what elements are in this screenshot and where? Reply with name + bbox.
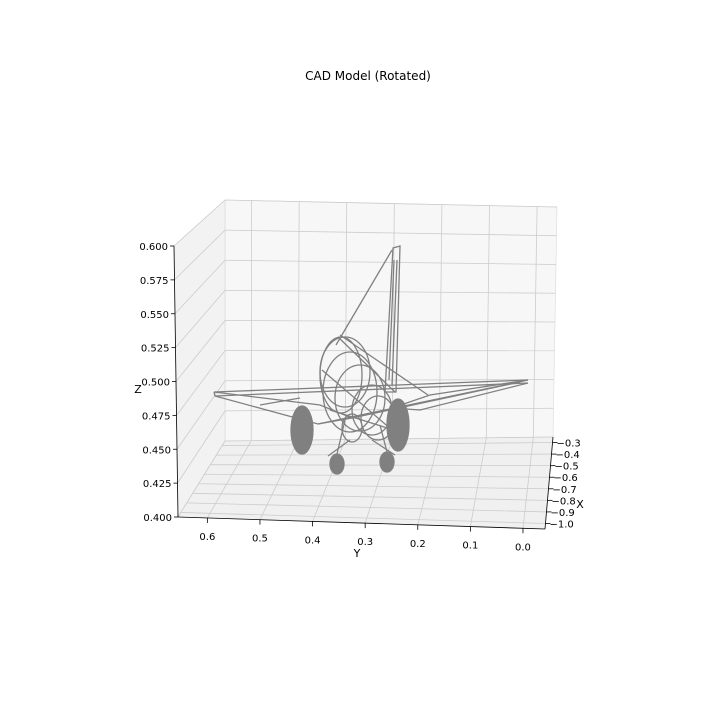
y-tick-label: 0.0 bbox=[515, 542, 531, 553]
wing-brace bbox=[351, 381, 521, 419]
z-grid-line bbox=[174, 229, 226, 281]
y-grid-line bbox=[532, 206, 538, 438]
z-grid-line bbox=[177, 410, 226, 484]
x-axis-label: X bbox=[576, 498, 584, 511]
x-grid-line bbox=[222, 442, 553, 446]
y-grid-line bbox=[297, 201, 300, 441]
gear-strut bbox=[371, 439, 396, 456]
z-grid-line bbox=[224, 229, 557, 237]
y-grid-line bbox=[469, 437, 487, 527]
engine-pylon bbox=[341, 413, 363, 443]
y-grid-line bbox=[207, 440, 252, 519]
z-tick-label: 0.425 bbox=[143, 479, 172, 490]
z-grid-line bbox=[177, 440, 226, 518]
z-grid-line bbox=[224, 320, 556, 323]
fuselage-stringer bbox=[335, 249, 393, 346]
y-grid-line bbox=[485, 205, 490, 438]
x-grid-line bbox=[204, 473, 550, 478]
z-tick-label: 0.525 bbox=[141, 344, 170, 355]
x-grid-line bbox=[192, 492, 548, 501]
z-tick-label: 0.475 bbox=[142, 411, 171, 422]
z-tick-label: 0.400 bbox=[143, 513, 172, 524]
z-grid-line bbox=[176, 350, 226, 416]
x-tick-labels: −1.0−0.9−0.8−0.7−0.6−0.5−0.4−0.3 bbox=[545, 439, 581, 530]
x-axis-line bbox=[544, 436, 554, 530]
x-tick-label: −1.0 bbox=[549, 519, 573, 530]
y-grid-line bbox=[522, 437, 534, 529]
tail-rib bbox=[391, 259, 398, 386]
y-grid-line bbox=[259, 439, 299, 520]
x-grid-line bbox=[180, 512, 546, 524]
z-grid-line bbox=[224, 259, 557, 265]
z-grid-line bbox=[174, 259, 226, 315]
x-grid-line bbox=[186, 502, 547, 513]
vertical-tail bbox=[384, 245, 401, 393]
z-grid-line bbox=[175, 320, 226, 382]
z-tick-label: 0.575 bbox=[140, 276, 169, 287]
y-tick-label: 0.4 bbox=[305, 535, 321, 546]
z-tick-label: 0.550 bbox=[140, 310, 169, 321]
z-grid-line bbox=[173, 199, 226, 247]
y-axis-label: Y bbox=[353, 547, 361, 560]
gear-strut bbox=[327, 439, 351, 457]
aircraft-wireframe bbox=[213, 245, 529, 475]
x-grid-line bbox=[198, 483, 549, 490]
z-grid-line bbox=[224, 379, 555, 382]
x-tick-label: −0.7 bbox=[552, 485, 576, 496]
left-gear bbox=[329, 453, 345, 475]
y-grid-line bbox=[344, 202, 348, 440]
z-grid-line bbox=[224, 199, 558, 208]
fuselage-stringer bbox=[339, 334, 429, 396]
y-axis-line bbox=[177, 516, 546, 530]
fuselage-mid bbox=[322, 351, 378, 433]
x-tick-label: −0.9 bbox=[550, 508, 574, 519]
y-tick-label: 0.1 bbox=[462, 541, 478, 552]
x-tick-label: −0.3 bbox=[557, 439, 581, 450]
y-tick-labels: 0.6 0.5 0.4 0.3 0.2 0.1 0.0 bbox=[199, 517, 531, 553]
tail-rib bbox=[388, 259, 395, 381]
y-grid-line bbox=[391, 203, 395, 439]
fuselage-stringer bbox=[337, 336, 396, 393]
grid-lines bbox=[173, 199, 558, 529]
z-grid-line bbox=[175, 290, 226, 348]
left-engine bbox=[290, 405, 314, 455]
y-tick-label: 0.5 bbox=[252, 534, 268, 545]
z-tick-label: 0.500 bbox=[141, 378, 170, 389]
x-tick-label: −0.6 bbox=[554, 473, 578, 484]
right-engine bbox=[386, 398, 410, 452]
y-tick-label: 0.3 bbox=[357, 537, 373, 548]
fuselage-stringer bbox=[321, 369, 393, 431]
z-tick-label: 0.450 bbox=[142, 445, 171, 456]
x-tick-label: −0.5 bbox=[555, 462, 579, 473]
z-tick-labels: 0.400 0.425 0.450 0.475 0.500 0.525 0.550 0.575… bbox=[139, 242, 178, 524]
wing-brace bbox=[259, 397, 301, 406]
gear-strut bbox=[379, 424, 388, 453]
wing-spar bbox=[213, 379, 529, 393]
x-tick-label: −0.8 bbox=[551, 496, 575, 507]
x-tick-label: −0.4 bbox=[556, 450, 580, 461]
wing-spar bbox=[214, 382, 529, 397]
z-tick-label: 0.600 bbox=[139, 242, 168, 253]
y-tick-label: 0.2 bbox=[410, 539, 426, 550]
z-axis-label: Z bbox=[134, 383, 142, 396]
y-grid-line bbox=[312, 439, 346, 522]
floor-pane bbox=[177, 436, 554, 530]
fuselage-front bbox=[319, 336, 371, 408]
y-tick-label: 0.6 bbox=[199, 532, 215, 543]
y-grid-line bbox=[417, 438, 440, 525]
axes-panes bbox=[173, 199, 558, 530]
chart-title: CAD Model (Rotated) bbox=[305, 69, 431, 83]
right-gear bbox=[379, 451, 395, 473]
